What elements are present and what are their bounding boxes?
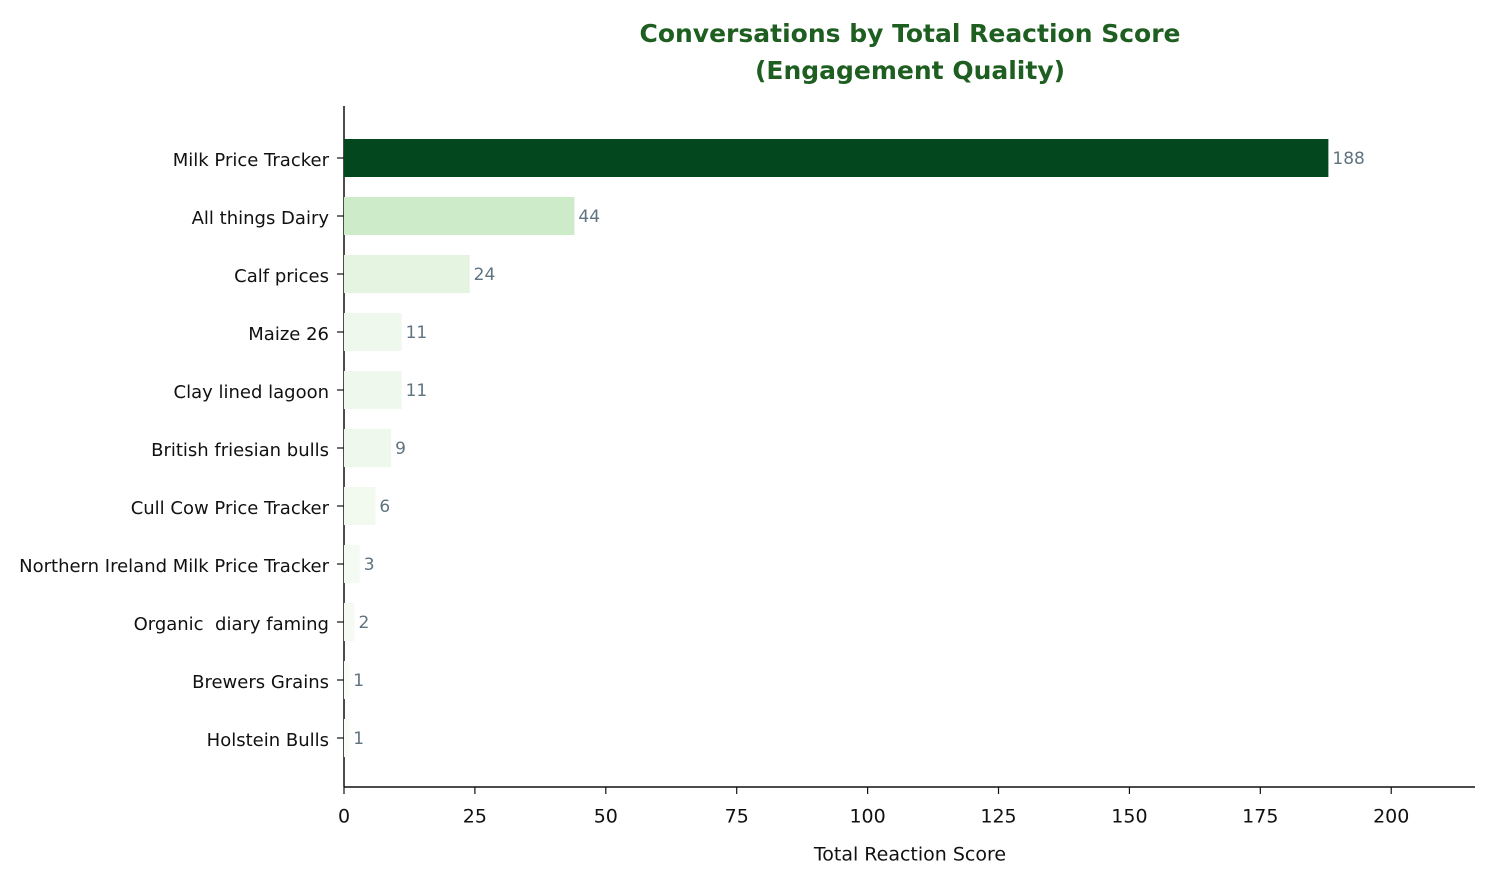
value-label: 2 (358, 613, 369, 633)
x-tick-label: 125 (980, 806, 1016, 828)
x-tick-label: 50 (594, 806, 618, 828)
y-tick-label: All things Dairy (192, 208, 330, 229)
value-label: 3 (364, 555, 375, 575)
bar (344, 197, 575, 235)
bar (344, 603, 355, 641)
x-axis-label: Total Reaction Score (813, 844, 1006, 866)
y-tick-label: Northern Ireland Milk Price Tracker (19, 556, 329, 577)
y-tick-label: Cull Cow Price Tracker (131, 498, 330, 519)
bar (344, 371, 402, 409)
value-label: 11 (406, 323, 428, 343)
value-label: 1 (353, 729, 364, 749)
x-tick-label: 75 (725, 806, 749, 828)
value-label: 9 (395, 439, 406, 459)
x-tick-label: 100 (849, 806, 885, 828)
y-tick-label: Holstein Bulls (207, 730, 329, 751)
bar (344, 429, 392, 467)
y-tick-label: Organic diary faming (134, 614, 329, 635)
y-tick-label: British friesian bulls (151, 440, 329, 461)
value-label: 6 (379, 497, 390, 517)
y-tick-label: Calf prices (234, 266, 329, 287)
y-tick-label: Maize 26 (248, 324, 329, 345)
x-tick-label: 150 (1111, 806, 1147, 828)
x-tick-label: 0 (338, 806, 350, 828)
bar (344, 545, 360, 583)
value-label: 1 (353, 671, 364, 691)
value-label: 11 (406, 381, 428, 401)
bar (344, 313, 402, 351)
value-label: 24 (474, 265, 496, 285)
value-label: 44 (578, 207, 600, 227)
y-tick-label: Clay lined lagoon (174, 382, 330, 403)
x-tick-label: 200 (1373, 806, 1409, 828)
y-tick-label: Milk Price Tracker (173, 150, 330, 171)
x-tick-label: 175 (1242, 806, 1278, 828)
bar (344, 487, 376, 525)
chart-title: Conversations by Total Reaction Score (639, 19, 1180, 48)
chart-subtitle: (Engagement Quality) (755, 56, 1065, 85)
bar (344, 139, 1329, 177)
value-label: 188 (1332, 149, 1364, 169)
y-tick-label: Brewers Grains (192, 672, 329, 693)
bar (344, 661, 350, 699)
bar (344, 719, 350, 757)
bar (344, 255, 470, 293)
x-tick-label: 25 (463, 806, 487, 828)
